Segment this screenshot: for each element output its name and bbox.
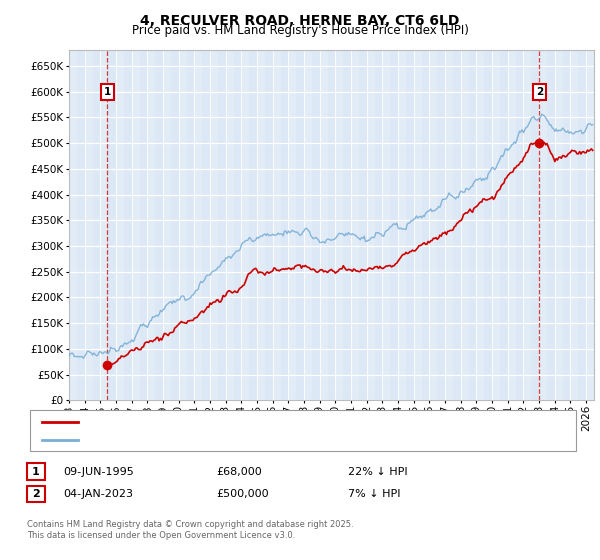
Bar xyxy=(116,50,124,400)
Bar xyxy=(304,50,312,400)
Text: 4, RECULVER ROAD, HERNE BAY, CT6 6LD (detached house): 4, RECULVER ROAD, HERNE BAY, CT6 6LD (de… xyxy=(84,417,395,427)
Bar xyxy=(382,50,390,400)
Bar xyxy=(241,50,249,400)
Bar xyxy=(100,50,108,400)
Bar xyxy=(555,50,563,400)
Bar xyxy=(226,50,233,400)
Bar xyxy=(210,50,218,400)
Text: £500,000: £500,000 xyxy=(216,489,269,499)
Bar xyxy=(257,50,265,400)
Text: Price paid vs. HM Land Registry's House Price Index (HPI): Price paid vs. HM Land Registry's House … xyxy=(131,24,469,37)
Bar xyxy=(194,50,202,400)
Bar xyxy=(351,50,359,400)
Bar xyxy=(523,50,532,400)
Bar xyxy=(179,50,187,400)
Text: 4, RECULVER ROAD, HERNE BAY, CT6 6LD: 4, RECULVER ROAD, HERNE BAY, CT6 6LD xyxy=(140,14,460,28)
Bar xyxy=(131,50,140,400)
Bar xyxy=(163,50,171,400)
Bar xyxy=(508,50,515,400)
Text: £68,000: £68,000 xyxy=(216,466,262,477)
Bar xyxy=(539,50,547,400)
Text: 09-JUN-1995: 09-JUN-1995 xyxy=(63,466,134,477)
Bar xyxy=(445,50,453,400)
Text: Contains HM Land Registry data © Crown copyright and database right 2025.
This d: Contains HM Land Registry data © Crown c… xyxy=(27,520,353,540)
Text: 1: 1 xyxy=(32,466,40,477)
Bar xyxy=(367,50,374,400)
Bar xyxy=(289,50,296,400)
Bar xyxy=(476,50,484,400)
Bar xyxy=(69,50,77,400)
Text: 04-JAN-2023: 04-JAN-2023 xyxy=(63,489,133,499)
Bar xyxy=(571,50,578,400)
Text: 7% ↓ HPI: 7% ↓ HPI xyxy=(348,489,401,499)
Bar xyxy=(85,50,92,400)
Bar xyxy=(273,50,281,400)
Bar xyxy=(148,50,155,400)
Text: 2: 2 xyxy=(536,87,543,97)
Bar xyxy=(586,50,594,400)
Bar xyxy=(492,50,500,400)
Text: HPI: Average price, detached house, Canterbury: HPI: Average price, detached house, Cant… xyxy=(84,435,336,445)
Bar xyxy=(430,50,437,400)
Bar xyxy=(398,50,406,400)
Bar xyxy=(335,50,343,400)
Bar xyxy=(461,50,469,400)
Text: 2: 2 xyxy=(32,489,40,499)
Bar xyxy=(414,50,422,400)
Text: 1: 1 xyxy=(104,87,111,97)
Bar xyxy=(320,50,328,400)
Text: 22% ↓ HPI: 22% ↓ HPI xyxy=(348,466,407,477)
